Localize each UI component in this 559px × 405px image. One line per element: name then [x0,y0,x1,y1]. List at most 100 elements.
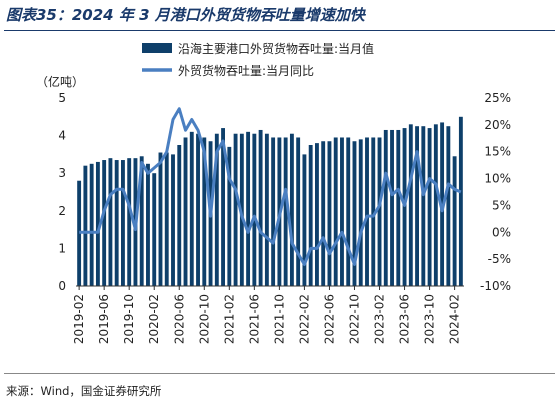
bar-2020-03 [158,152,163,286]
bar-2022-06 [327,141,332,286]
bar-2020-10 [202,137,207,286]
bar-2023-04 [390,129,394,286]
title-rule [4,30,555,31]
bar-2021-06 [252,133,257,286]
bar-2022-07 [333,137,338,286]
bar-2022-01 [296,137,301,286]
right-tick-0%: 0% [492,225,511,239]
bar-2023-02 [377,137,382,286]
bar-2023-07 [408,124,413,286]
x-tick-2020-02: 2020-02 [147,294,161,344]
bar-2022-11 [358,139,363,286]
bar-2023-05 [396,129,401,286]
bar-2019-12 [139,156,144,286]
right-tick--10%: -10% [480,279,511,293]
legend-line-label: 外贸货物吞吐量:当月同比 [178,63,314,78]
left-tick-5: 5 [58,91,66,105]
x-tick-2021-10: 2021-10 [272,294,286,344]
right-axis-ticks: -10% -5% 0% 5% 10% 15% 20% 25% [480,91,511,293]
right-tick-15%: 15% [484,145,511,159]
bar-2022-12 [365,137,369,286]
bar-2019-06 [102,160,107,286]
left-tick-4: 4 [58,129,66,143]
legend: 沿海主要港口外贸货物吞吐量:当月值 外贸货物吞吐量:当月同比 [142,41,374,78]
legend-bar-swatch [142,43,172,53]
bar-2019-07 [108,158,113,286]
source-note: 来源：Wind，国金证券研究所 [6,384,162,398]
left-axis-ticks: 0 1 2 3 4 5 [58,91,66,293]
bar-2023-03 [383,129,388,286]
bar-2020-04 [164,152,169,286]
x-tick-2020-10: 2020-10 [197,294,211,344]
x-tick-2020-06: 2020-06 [172,294,186,344]
right-tick--5%: -5% [488,252,511,266]
bar-2022-03 [308,145,313,286]
bar-2021-05 [246,131,251,286]
bar-2023-09 [421,126,426,286]
bar-2022-02 [302,154,307,286]
x-tick-2021-02: 2021-02 [222,294,236,344]
x-tick-2022-02: 2022-02 [297,294,311,344]
left-tick-2: 2 [58,204,66,218]
right-tick-20%: 20% [484,118,511,132]
bar-2020-06 [177,145,182,286]
bar-2023-06 [402,128,407,286]
bar-2019-04 [89,163,94,286]
right-tick-5%: 5% [492,198,511,212]
bar-2022-05 [321,141,326,286]
figure-title: 图表35：2024 年 3 月港口外贸货物吞吐量增速加快 [6,6,365,24]
x-tick-2021-06: 2021-06 [247,294,261,344]
right-tick-25%: 25% [484,91,511,105]
bar-2019-03 [83,165,88,286]
bar-2022-10 [352,141,357,286]
bar-2021-07 [258,129,263,286]
x-tick-2023-10: 2023-10 [423,294,437,344]
x-tick-2019-06: 2019-06 [97,294,111,344]
bar-2020-09 [196,133,200,286]
bar-2023-11 [433,124,438,286]
bar-2022-04 [315,143,319,286]
bar-2021-11 [283,137,288,286]
bar-2020-07 [183,137,188,286]
bar-2019-09 [121,160,125,286]
bar-2019-05 [95,161,100,286]
x-tick-2019-02: 2019-02 [72,294,86,344]
bar-2022-08 [340,137,344,286]
left-axis-unit: （亿吨） [36,74,84,89]
bar-2023-01 [371,137,376,286]
bar-2024-02 [452,156,457,286]
x-tick-2019-10: 2019-10 [122,294,136,344]
bar-2024-01 [446,126,451,286]
bar-2020-05 [171,154,175,286]
bar-2020-01 [146,163,150,286]
bar-2019-08 [114,160,119,286]
bar-2021-03 [233,133,238,286]
x-tick-2022-10: 2022-10 [347,294,361,344]
source-rule [4,373,555,374]
bar-2019-10 [127,158,132,286]
bar-2021-12 [289,133,294,286]
x-axis-ticks: 2019-02 2019-06 2019-10 2020-02 2020-06 2020-… [72,286,462,344]
bar-2022-09 [346,137,351,286]
bar-2021-01 [221,128,225,286]
bar-2024-03 [458,116,463,286]
bar-2021-09 [271,137,276,286]
bar-2023-10 [427,128,432,286]
x-tick-2024-02: 2024-02 [448,294,462,344]
yoy-line-series [79,107,462,267]
bar-2023-08 [415,126,419,286]
x-tick-2023-06: 2023-06 [398,294,412,344]
left-tick-1: 1 [58,241,66,255]
right-tick-10%: 10% [484,172,511,186]
left-tick-3: 3 [58,166,66,180]
legend-bar-label: 沿海主要港口外贸货物吞吐量:当月值 [178,41,374,56]
bar-2020-12 [214,133,219,286]
bar-2020-02 [152,173,157,286]
left-tick-0: 0 [58,279,66,293]
x-tick-2022-06: 2022-06 [322,294,336,344]
x-tick-2023-02: 2023-02 [373,294,387,344]
bar-2020-08 [189,131,194,286]
bar-2021-02 [227,146,232,286]
bar-2021-08 [264,133,269,286]
